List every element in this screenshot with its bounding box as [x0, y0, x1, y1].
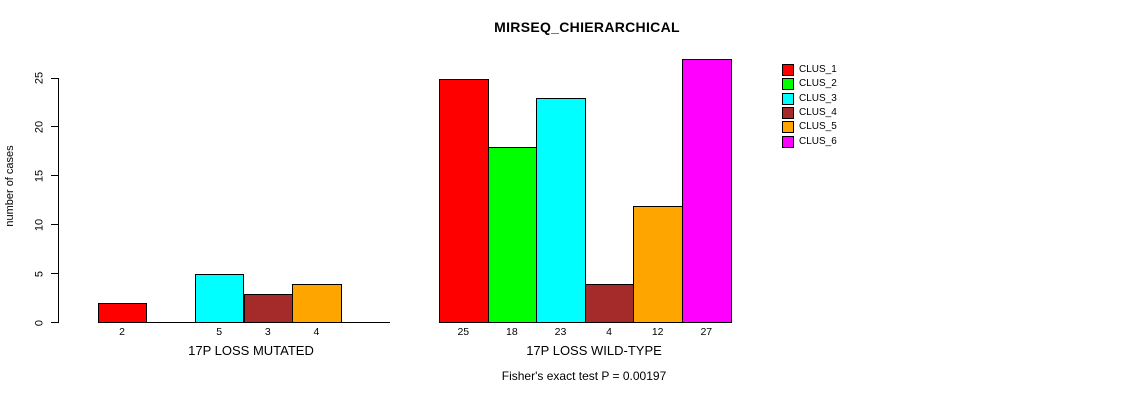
bar-value-label: 23 [554, 326, 567, 338]
legend-swatch-clus_4 [782, 107, 794, 120]
legend-swatch-clus_5 [782, 121, 794, 134]
legend-item-clus_4: CLUS_4 [782, 106, 837, 120]
legend-label: CLUS_1 [799, 64, 837, 76]
bar-value-label: 2 [119, 326, 125, 338]
y-tick-mark [51, 322, 58, 323]
y-tick-label-0: 0 [33, 319, 46, 326]
bar-clus_5-mutated [292, 283, 342, 323]
legend-swatch-clus_3 [782, 92, 794, 105]
legend-label: CLUS_4 [799, 107, 837, 119]
group-label-mutated: 17P LOSS MUTATED [188, 343, 314, 358]
chart-title: MIRSEQ_CHIERARCHICAL [494, 19, 680, 35]
y-tick-label-20: 20 [33, 120, 46, 134]
y-tick-label-25: 25 [33, 71, 46, 85]
bar-clus_3-wild-type [536, 98, 586, 323]
y-tick-label-5: 5 [33, 270, 46, 277]
y-tick-mark [51, 126, 58, 128]
bar-value-label: 18 [506, 326, 518, 338]
y-tick-mark [51, 273, 58, 275]
bar-value-label: 5 [216, 326, 223, 338]
legend-item-clus_3: CLUS_3 [782, 92, 837, 106]
legend-item-clus_6: CLUS_6 [782, 134, 837, 148]
legend-swatch-clus_1 [782, 64, 794, 77]
y-tick-mark [51, 224, 58, 226]
bar-value-label: 27 [700, 326, 713, 338]
bar-clus_6-wild-type [682, 58, 732, 323]
legend-item-clus_5: CLUS_5 [782, 120, 837, 134]
legend-label: CLUS_2 [799, 78, 837, 90]
bar-value-label: 3 [264, 326, 271, 338]
bar-clus_1-mutated [97, 303, 148, 323]
y-tick-mark [51, 175, 58, 177]
legend-swatch-clus_2 [782, 78, 794, 91]
bar-clus_4-mutated [243, 293, 294, 323]
bar-clus_1-wild-type [439, 78, 489, 323]
legend-label: CLUS_6 [799, 135, 837, 147]
group-label-wild-type: 17P LOSS WILD-TYPE [526, 343, 662, 358]
legend-label: CLUS_3 [799, 92, 837, 104]
legend-item-clus_2: CLUS_2 [782, 77, 837, 91]
bar-value-label: 12 [651, 326, 664, 338]
y-tick-label-10: 10 [33, 218, 46, 231]
legend-label: CLUS_5 [799, 121, 837, 133]
bar-clus_2-mutated-zero [146, 322, 196, 323]
legend-swatch-clus_6 [782, 135, 794, 148]
bar-value-label: 4 [313, 326, 320, 338]
y-tick-label-15: 15 [33, 169, 46, 182]
legend: CLUS_1 CLUS_2 CLUS_3 CLUS_4 CLUS_5 CLUS_6 [782, 63, 837, 149]
bar-clus_2-wild-type [487, 146, 538, 323]
annotation-fisher-test: Fisher's exact test P = 0.00197 [501, 369, 667, 383]
legend-item-clus_1: CLUS_1 [782, 63, 837, 77]
bar-clus_4-wild-type [584, 283, 635, 323]
bar-value-label: 25 [457, 326, 470, 338]
bar-value-label: 4 [606, 326, 613, 338]
y-tick-mark [51, 77, 58, 79]
y-axis-line [58, 78, 59, 323]
bar-clus_6-mutated-zero [340, 322, 391, 323]
bar-clus_3-mutated [194, 274, 245, 323]
bar-clus_5-wild-type [633, 205, 683, 323]
